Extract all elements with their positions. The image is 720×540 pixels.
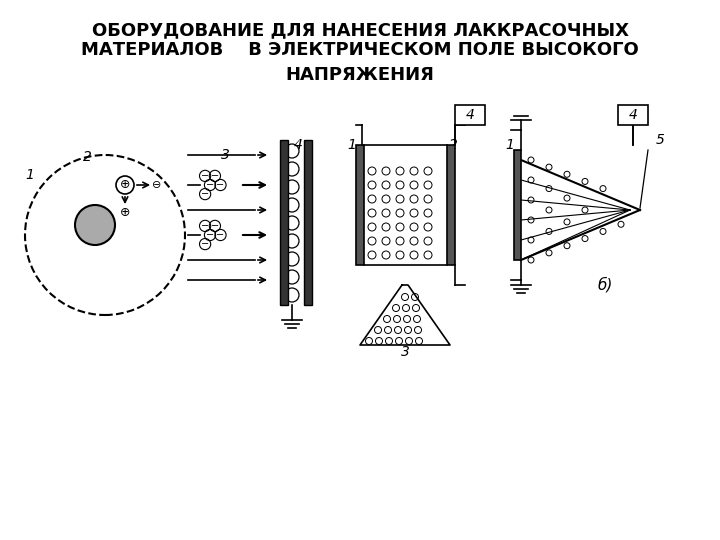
Text: −: −	[211, 221, 219, 231]
Text: ОБОРУДОВАНИЕ ДЛЯ НАНЕСЕНИЯ ЛАККРАСОЧНЫХ: ОБОРУДОВАНИЕ ДЛЯ НАНЕСЕНИЯ ЛАККРАСОЧНЫХ	[91, 21, 629, 39]
Bar	[356, 145, 364, 265]
Text: 2: 2	[83, 150, 91, 164]
Text: 1: 1	[505, 138, 514, 152]
Bar	[455, 105, 485, 125]
Bar	[304, 140, 312, 305]
Text: −: −	[201, 221, 210, 231]
Text: −: −	[201, 171, 210, 181]
Text: 4: 4	[466, 108, 474, 122]
Text: НАПРЯЖЕНИЯ: НАПРЯЖЕНИЯ	[286, 66, 434, 84]
Bar	[618, 105, 648, 125]
Text: −: −	[206, 230, 214, 240]
Text: 3: 3	[220, 148, 230, 162]
Text: 1: 1	[348, 138, 356, 152]
Text: −: −	[201, 239, 210, 249]
Bar	[514, 150, 521, 260]
Text: б): б)	[598, 277, 613, 293]
Text: 4: 4	[294, 138, 302, 152]
Circle shape	[75, 205, 115, 245]
Text: −: −	[201, 189, 210, 199]
Text: −: −	[217, 180, 225, 190]
Text: ⊕: ⊕	[120, 179, 130, 192]
Text: МАТЕРИАЛОВ    В ЭЛЕКТРИЧЕСКОМ ПОЛЕ ВЫСОКОГО: МАТЕРИАЛОВ В ЭЛЕКТРИЧЕСКОМ ПОЛЕ ВЫСОКОГО	[81, 41, 639, 59]
Text: 2: 2	[449, 138, 457, 152]
Text: ⊖: ⊖	[153, 180, 162, 190]
Text: 4: 4	[629, 108, 637, 122]
Text: 3: 3	[400, 345, 410, 359]
Bar	[280, 140, 288, 305]
Text: −: −	[211, 171, 219, 181]
Text: ⊕: ⊕	[120, 206, 130, 219]
Bar	[447, 145, 455, 265]
Text: −: −	[206, 180, 214, 190]
Text: 1: 1	[26, 168, 35, 182]
Text: 5: 5	[656, 133, 665, 147]
Text: −: −	[217, 230, 225, 240]
